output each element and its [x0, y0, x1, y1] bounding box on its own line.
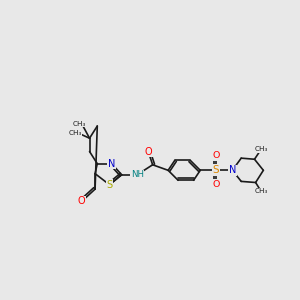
Text: NH: NH	[130, 170, 144, 179]
Text: O: O	[144, 146, 152, 157]
Text: CH₃: CH₃	[73, 121, 86, 127]
Text: O: O	[78, 196, 85, 206]
Text: N: N	[108, 159, 116, 169]
Text: S: S	[212, 165, 219, 175]
Text: O: O	[212, 152, 219, 160]
Text: O: O	[212, 180, 219, 189]
Text: CH₃: CH₃	[254, 188, 268, 194]
Text: N: N	[229, 165, 236, 175]
Text: CH₃: CH₃	[254, 146, 268, 152]
Text: CH₃: CH₃	[68, 130, 82, 136]
Text: S: S	[106, 180, 112, 190]
